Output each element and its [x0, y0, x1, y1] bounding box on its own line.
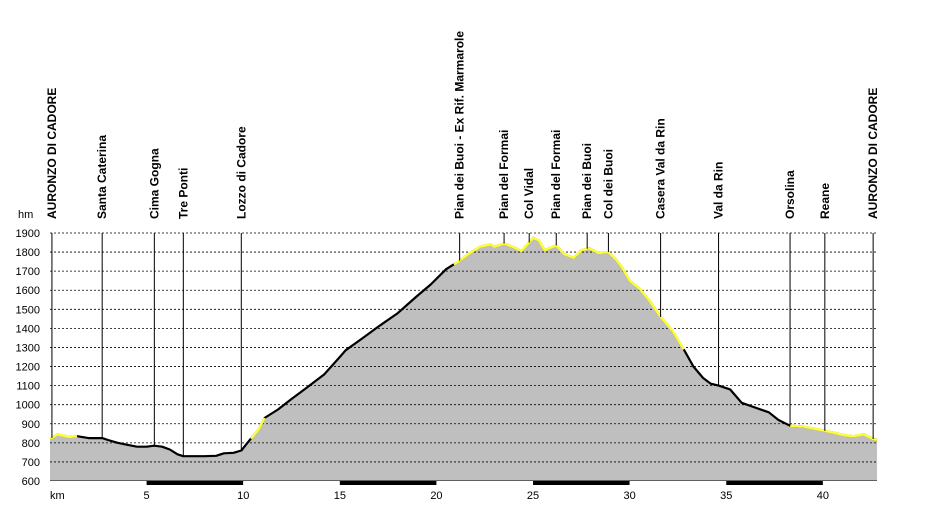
x-tick-label-20: 20 [430, 490, 442, 502]
waypoint-label-2: Cima Gogna [147, 148, 161, 219]
waypoint-layer: AURONZO DI CADORE Santa Caterina Cima Gogn… [45, 31, 880, 457]
x-tick-label-10: 10 [237, 490, 249, 502]
y-tick-label-800: 800 [22, 438, 40, 450]
x-tick-label-15: 15 [334, 490, 346, 502]
y-tick-label-1700: 1700 [16, 266, 40, 278]
km-bar-segment-3 [339, 481, 437, 485]
y-axis-ticks: 600 700 800 900 1000 1100 1200 1300 1400 1500 1600… [16, 228, 40, 488]
y-tick-label-1200: 1200 [16, 362, 40, 374]
y-tick-label-1500: 1500 [16, 304, 40, 316]
waypoint-label-10: Col dei Buoi [601, 149, 615, 219]
waypoint-label-8: Pian del Formai [549, 130, 563, 219]
y-tick-label-1900: 1900 [16, 228, 40, 240]
profile-highlight-segment-1 [250, 417, 266, 440]
km-bar-segment-8 [822, 481, 877, 485]
y-tick-label-1600: 1600 [16, 285, 40, 297]
waypoint-label-15: AURONZO DI CADORE [866, 88, 880, 219]
x-axis-bar [50, 481, 877, 485]
km-bar-segment-0 [50, 481, 147, 485]
waypoint-label-7: Col Vidal [522, 168, 536, 219]
y-tick-label-1100: 1100 [16, 381, 40, 393]
x-tick-label-25: 25 [527, 490, 539, 502]
km-bar-segment-6 [629, 481, 727, 485]
x-tick-label-30: 30 [624, 490, 636, 502]
y-tick-label-1800: 1800 [16, 247, 40, 259]
x-axis-ticks: 5 10 15 20 25 30 35 40 [144, 490, 829, 502]
km-bar-segment-4 [436, 481, 534, 485]
y-tick-label-1300: 1300 [16, 342, 40, 354]
waypoint-label-3: Tre Ponti [176, 168, 190, 219]
x-tick-label-35: 35 [720, 490, 732, 502]
km-bar-segment-7 [726, 481, 823, 485]
x-tick-label-40: 40 [817, 490, 829, 502]
y-tick-label-900: 900 [22, 419, 40, 431]
waypoint-label-14: Reane [818, 183, 832, 219]
profile-highlight-segment-0 [49, 433, 78, 441]
waypoint-label-6: Pian del Formai [497, 130, 511, 219]
y-tick-label-600: 600 [22, 476, 40, 488]
waypoint-label-5: Pian dei Buoi - Ex Rif. Marmarole [453, 31, 467, 219]
waypoint-label-12: Val da Rin [712, 162, 726, 219]
y-tick-label-700: 700 [22, 457, 40, 469]
y-tick-label-1000: 1000 [16, 400, 40, 412]
waypoint-label-11: Casera Val da Rin [654, 118, 668, 219]
profile-area-layer [50, 237, 877, 481]
km-bar-segment-2 [243, 481, 340, 485]
km-bar-segment-1 [146, 481, 244, 485]
profile-area [50, 237, 877, 481]
waypoint-label-13: Orsolina [783, 170, 797, 219]
profile-highlight-segment-2 [453, 236, 685, 351]
y-tick-label-1400: 1400 [16, 323, 40, 335]
waypoint-label-1: Santa Caterina [95, 135, 109, 219]
x-tick-label-5: 5 [144, 490, 150, 502]
waypoint-label-9: Pian dei Buoi [580, 143, 594, 219]
y-axis-unit: hm [18, 209, 33, 221]
waypoint-label-4: Lozzo di Cadore [234, 126, 248, 219]
profile-line-layer [49, 236, 878, 458]
waypoint-label-0: AURONZO DI CADORE [45, 88, 59, 219]
x-axis-unit: km [50, 490, 65, 502]
km-bar-segment-5 [533, 481, 630, 485]
profile-highlight-segment-3 [789, 424, 878, 442]
